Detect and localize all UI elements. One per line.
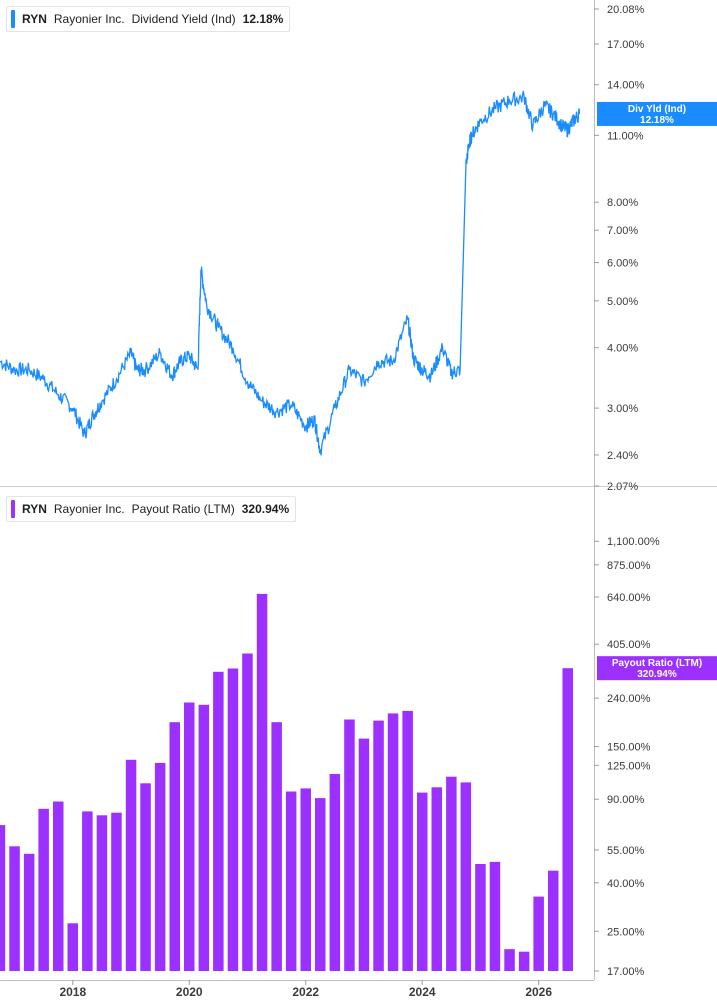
yield-y-tick-label: 14.00%	[607, 80, 645, 92]
x-tick-label: 2018	[59, 985, 86, 999]
payout-bar	[23, 853, 35, 971]
payout-bar	[271, 722, 282, 971]
legend-company: Rayonier Inc.	[53, 502, 125, 516]
payout-y-tick-label: 150.00%	[607, 742, 651, 754]
payout-bar	[446, 776, 457, 971]
payout-bar	[417, 792, 428, 971]
dividend-yield-line	[0, 90, 581, 456]
x-tick-label: 2022	[292, 985, 319, 999]
payout-bar	[125, 759, 137, 971]
payout-y-tick-label: 55.00%	[607, 845, 645, 857]
payout-bar	[285, 791, 297, 971]
payout-bar	[344, 719, 355, 971]
payout-bar	[256, 593, 268, 971]
legend-metric: Payout Ratio (LTM)	[131, 502, 235, 516]
legend-symbol: RYN	[22, 502, 47, 516]
payout-y-tick-label: 1,100.00%	[607, 536, 660, 548]
yield-y-tick-label: 2.07%	[607, 481, 638, 493]
payout-y-tick-label: 640.00%	[607, 592, 651, 604]
yield-y-tick-label: 3.00%	[607, 403, 638, 415]
dividend-yield-panel	[0, 90, 581, 456]
x-tick-label: 2024	[409, 985, 436, 999]
payout-bar	[431, 787, 442, 971]
payout-y-tick-label: 240.00%	[607, 693, 651, 705]
yield-y-tick-label: 7.00%	[607, 225, 638, 237]
legend-metric: Dividend Yield (Ind)	[131, 12, 236, 26]
payout-bar	[315, 798, 326, 971]
payout-current-flag-value: 320.94%	[637, 669, 677, 680]
payout-ratio-swatch	[11, 500, 15, 518]
yield-y-tick-label: 6.00%	[607, 258, 638, 270]
payout-y-tick-label: 90.00%	[607, 794, 645, 806]
payout-bar	[96, 815, 108, 971]
payout-bar	[67, 923, 78, 971]
payout-y-tick-label: 40.00%	[607, 878, 645, 890]
payout-y-tick-label: 125.00%	[607, 760, 651, 772]
payout-bar	[82, 811, 93, 971]
payout-y-tick-label: 405.00%	[607, 639, 651, 651]
x-tick-label: 2026	[525, 985, 552, 999]
payout-bar	[9, 846, 20, 971]
payout-ratio-panel	[0, 593, 573, 971]
payout-bar	[213, 671, 224, 971]
dividend-yield-swatch	[11, 10, 15, 28]
legend-company: Rayonier Inc.	[53, 12, 125, 26]
payout-bar	[373, 720, 384, 971]
payout-y-tick-label: 25.00%	[607, 926, 645, 938]
dividend-yield-legend: RYN Rayonier Inc. Dividend Yield (Ind) 1…	[6, 6, 291, 32]
yield-current-flag-value: 12.18%	[640, 115, 674, 126]
payout-bar	[329, 774, 341, 971]
payout-bar	[533, 896, 544, 971]
payout-bar	[518, 951, 530, 971]
payout-bar	[169, 722, 180, 971]
payout-bar	[562, 668, 573, 971]
payout-current-flag	[597, 656, 717, 681]
payout-current-flag-label: Payout Ratio (LTM)	[612, 658, 702, 669]
x-tick-label: 2020	[176, 985, 203, 999]
payout-bar	[387, 713, 399, 971]
payout-bar	[154, 762, 166, 971]
payout-bar	[358, 738, 370, 971]
yield-y-tick-label: 8.00%	[607, 197, 638, 209]
yield-y-tick-label: 20.08%	[607, 4, 645, 16]
chart-axes: 20.08% 17.00% 14.00% 11.00% 8.00% 7.00% 6.00% 5…	[59, 4, 717, 999]
payout-bar	[38, 808, 49, 971]
yield-y-tick-label: 2.40%	[607, 450, 638, 462]
yield-y-tick-label: 17.00%	[607, 39, 645, 51]
payout-bar	[0, 825, 6, 971]
payout-bar	[548, 870, 559, 971]
payout-bar	[475, 864, 486, 971]
payout-bar	[140, 783, 151, 971]
legend-value: 12.18%	[242, 12, 284, 26]
yield-current-flag-label: Div Yld (Ind)	[628, 104, 686, 115]
payout-ratio-legend: RYN Rayonier Inc. Payout Ratio (LTM) 320…	[6, 496, 297, 522]
payout-bar	[300, 788, 311, 971]
payout-bar	[402, 710, 413, 971]
payout-bar	[242, 653, 253, 971]
yield-y-tick-label: 5.00%	[607, 296, 638, 308]
payout-bar	[184, 702, 195, 971]
yield-y-tick-label: 4.00%	[607, 343, 638, 355]
payout-bar	[227, 668, 239, 971]
payout-bar	[504, 949, 515, 971]
payout-bar	[489, 861, 501, 971]
legend-symbol: RYN	[22, 12, 47, 26]
yield-current-flag	[597, 101, 717, 126]
payout-bar	[460, 782, 472, 971]
payout-bar	[53, 801, 64, 971]
payout-bar	[111, 812, 122, 971]
legend-value: 320.94%	[241, 502, 290, 516]
payout-bar	[198, 704, 210, 971]
payout-y-tick-label: 875.00%	[607, 560, 651, 572]
payout-y-tick-label: 17.00%	[607, 966, 645, 978]
yield-y-tick-label: 11.00%	[607, 130, 644, 142]
